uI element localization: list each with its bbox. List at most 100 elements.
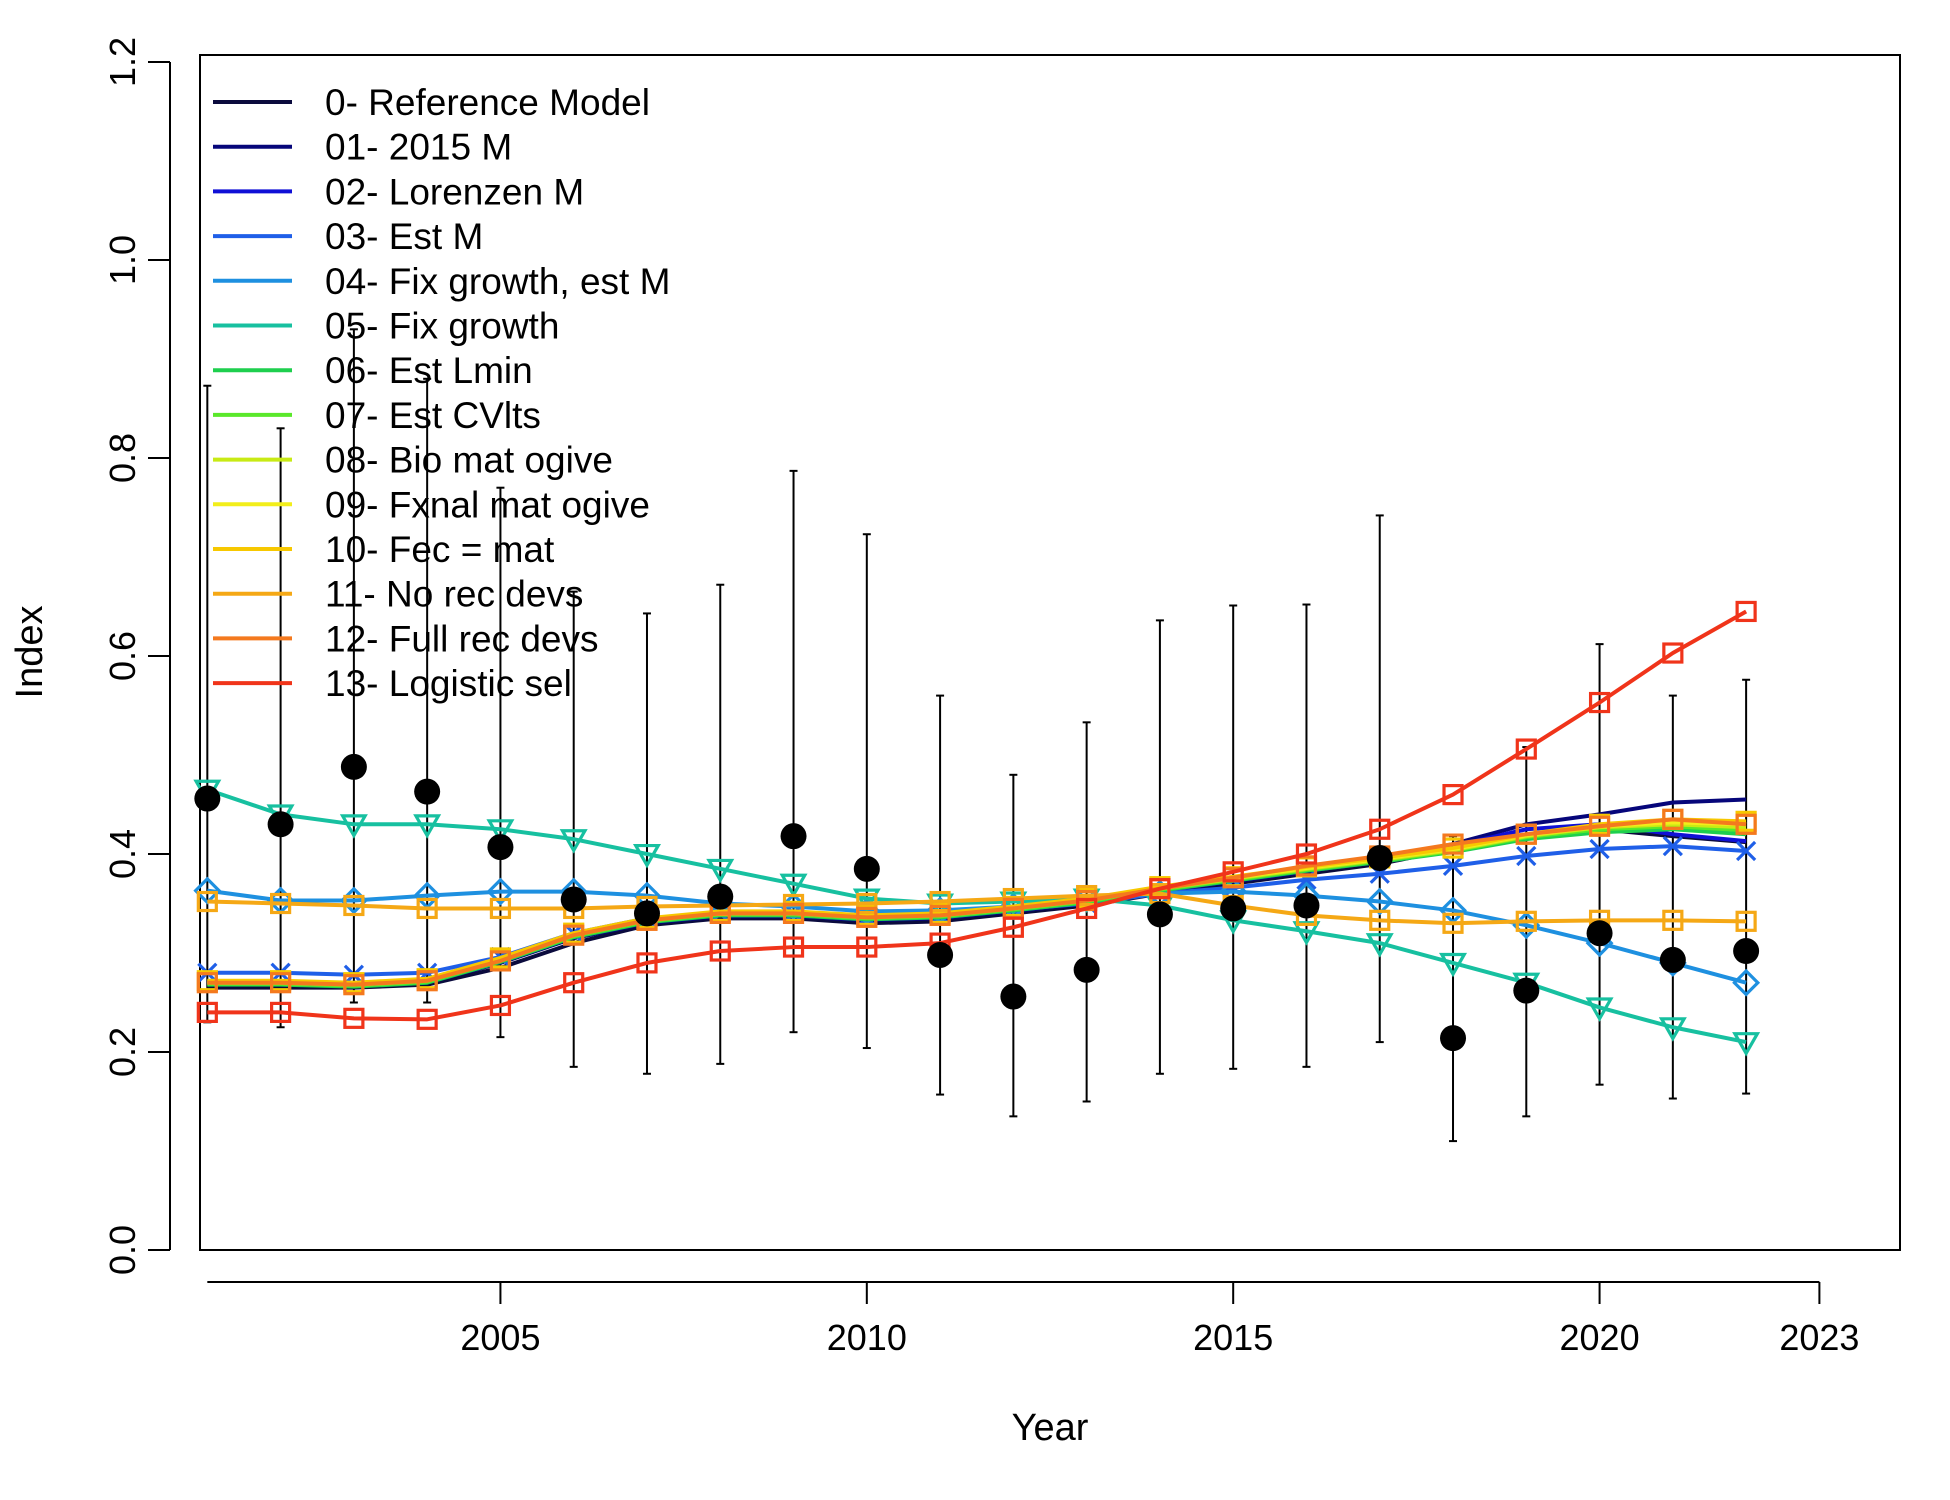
series-marker xyxy=(486,819,515,844)
y-axis: 0.0 0.2 0.4 0.6 0.8 1.0 1.2 xyxy=(102,37,171,1275)
legend-label: 05- Fix growth xyxy=(325,306,559,347)
legend-label: 08- Bio mat ogive xyxy=(325,440,613,481)
series-marker xyxy=(343,894,365,917)
series-marker xyxy=(1439,952,1468,978)
legend-label: 07- Est CVlts xyxy=(325,395,541,436)
series-marker xyxy=(1515,910,1537,932)
series-marker xyxy=(856,906,878,928)
observed-point xyxy=(340,753,367,780)
series-marker xyxy=(339,814,368,839)
series-line xyxy=(207,817,1747,987)
series-marker xyxy=(1735,840,1757,862)
observed-point xyxy=(707,883,734,910)
series-marker xyxy=(1662,835,1683,857)
series-marker xyxy=(856,892,878,915)
x-tick-label: 2010 xyxy=(827,1317,907,1358)
series-marker xyxy=(852,888,881,914)
series-lines xyxy=(193,600,1761,1057)
series-line xyxy=(207,609,1748,1022)
y-axis-label: Index xyxy=(9,606,51,699)
series-marker xyxy=(1658,1017,1687,1042)
x-tick-label: 2020 xyxy=(1560,1317,1640,1358)
observed-point xyxy=(1659,946,1686,973)
observed-point xyxy=(487,834,514,861)
series-marker xyxy=(1732,1032,1761,1057)
legend-label: 0- Reference Model xyxy=(325,82,650,123)
series-marker xyxy=(563,924,585,946)
series-marker xyxy=(1295,843,1318,865)
y-tick-label: 1.0 xyxy=(102,235,143,285)
x-tick-label: 2023 xyxy=(1779,1317,1859,1358)
observed-point xyxy=(1733,938,1760,965)
observed-point xyxy=(1366,844,1393,871)
y-tick-label: 0.4 xyxy=(102,829,143,879)
series-marker xyxy=(1588,815,1611,837)
series-marker xyxy=(1515,738,1537,760)
series-marker xyxy=(270,972,292,994)
series-marker xyxy=(196,1001,218,1024)
legend-label: 03- Est M xyxy=(325,216,483,257)
series-marker xyxy=(196,890,218,913)
series-marker xyxy=(1365,933,1394,958)
series-marker xyxy=(196,972,218,994)
series-marker xyxy=(270,1001,292,1024)
observed-points xyxy=(194,753,1760,1052)
series-7 xyxy=(207,824,1747,988)
observed-point xyxy=(267,811,294,838)
series-marker xyxy=(1295,855,1318,877)
series-marker xyxy=(343,974,365,996)
series-marker xyxy=(709,940,731,962)
observed-point xyxy=(1513,977,1540,1004)
series-marker xyxy=(1662,808,1684,830)
series-marker xyxy=(343,1007,365,1029)
series-marker xyxy=(559,829,588,854)
legend-label: 04- Fix growth, est M xyxy=(325,261,670,302)
series-marker xyxy=(1515,823,1537,845)
observed-point xyxy=(1000,983,1027,1010)
series-marker xyxy=(1585,997,1614,1022)
series-line xyxy=(207,891,1747,926)
x-axis-label: Year xyxy=(1012,1407,1089,1449)
x-axis: 2005 2010 2015 2020 2023 xyxy=(207,1281,1859,1358)
legend-label: 11- No rec devs xyxy=(325,574,583,615)
legend-label: 10- Fec = mat xyxy=(325,529,555,570)
series-marker xyxy=(929,890,951,913)
series-marker xyxy=(1149,878,1171,900)
series-marker xyxy=(636,952,658,974)
observed-point xyxy=(1586,920,1613,947)
series-marker xyxy=(489,897,512,920)
y-tick-label: 0.2 xyxy=(102,1027,143,1077)
series-line xyxy=(206,787,1747,1045)
series-marker xyxy=(1662,909,1684,931)
series-marker xyxy=(779,873,808,899)
series-marker xyxy=(486,877,515,906)
series-marker xyxy=(1588,691,1611,714)
series-marker xyxy=(782,936,805,958)
observed-point xyxy=(853,855,880,882)
y-tick-label: 0.0 xyxy=(102,1225,143,1275)
series-marker xyxy=(999,891,1028,916)
series-marker xyxy=(856,936,878,958)
plot-frame xyxy=(199,54,1901,1251)
series-marker xyxy=(416,897,438,920)
series-marker xyxy=(929,904,951,926)
legend-label: 09- Fxnal mat ogive xyxy=(325,484,650,525)
series-marker xyxy=(416,1008,438,1030)
series-marker xyxy=(1735,600,1757,623)
series-marker xyxy=(1735,813,1757,835)
legend-label: 06- Est Lmin xyxy=(325,350,533,391)
x-tick-label: 2005 xyxy=(460,1317,540,1358)
series-13 xyxy=(196,600,1757,1030)
observed-point xyxy=(194,785,221,812)
y-tick-label: 0.8 xyxy=(102,433,143,483)
series-marker xyxy=(706,858,735,884)
series-marker xyxy=(1222,861,1244,883)
series-marker xyxy=(489,994,512,1017)
series-5 xyxy=(193,779,1761,1057)
observed-point xyxy=(414,778,441,805)
series-marker xyxy=(270,892,292,915)
series-marker xyxy=(1076,897,1098,920)
x-tick-label: 2015 xyxy=(1193,1317,1273,1358)
series-marker xyxy=(489,950,512,972)
